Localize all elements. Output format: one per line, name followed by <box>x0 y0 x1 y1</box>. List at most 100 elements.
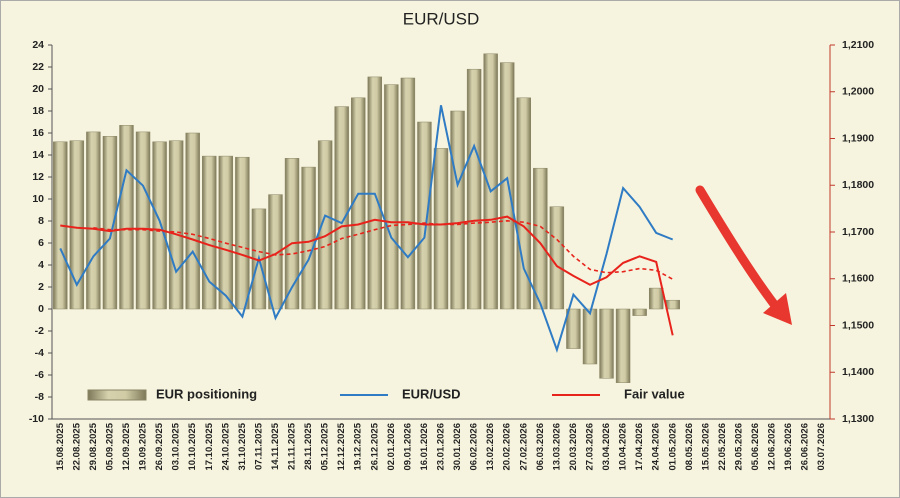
legend-label: Fair value <box>624 386 685 401</box>
x-tick-label: 19.09.2025 <box>138 422 149 470</box>
bar <box>119 125 134 310</box>
x-tick-label: 17.04.2026 <box>634 423 645 471</box>
x-tick-label: 21.11.2025 <box>287 422 298 470</box>
x-tick-label: 10.10.2025 <box>187 422 198 470</box>
bar <box>284 158 300 310</box>
bar <box>334 106 349 310</box>
x-tick-label: 15.08.2025 <box>55 422 66 470</box>
y-tick-label: 14 <box>32 149 44 161</box>
x-tick-label: 23.01.2026 <box>436 423 447 471</box>
x-tick-label: 01.05.2026 <box>667 423 678 471</box>
x-tick-label: 24.04.2026 <box>651 423 662 471</box>
y-tick-label: 18 <box>32 105 44 117</box>
x-tick-label: 27.02.2026 <box>518 423 529 471</box>
bar <box>168 140 184 310</box>
bar <box>483 53 498 310</box>
bar <box>615 308 631 383</box>
x-tick-label: 22.08.2025 <box>71 422 82 470</box>
y-tick-label: -4 <box>35 347 44 359</box>
legend-label: EUR/USD <box>402 386 461 401</box>
y-tick-label: 10 <box>32 193 44 205</box>
y-tick-label: -2 <box>35 325 44 337</box>
line <box>60 215 674 336</box>
y2-tick-label: 1,1400 <box>842 366 874 378</box>
bar <box>53 141 68 310</box>
bar <box>301 166 316 310</box>
x-tick-label: 20.03.2026 <box>568 423 579 471</box>
bar <box>351 97 366 310</box>
trend-arrow-head <box>763 293 792 325</box>
bar <box>582 308 598 365</box>
x-tick-label: 15.05.2026 <box>700 423 711 471</box>
y-tick-label: 20 <box>32 83 44 95</box>
bar <box>268 194 283 310</box>
plot: -10-8-6-4-20246810121416182022241,13001,… <box>29 39 874 471</box>
x-tick-label: 05.12.2025 <box>320 422 331 470</box>
bar <box>417 121 432 310</box>
bar <box>500 62 515 310</box>
x-tick-label: 17.10.2025 <box>204 422 215 470</box>
x-tick-label: 16.01.2026 <box>419 423 430 471</box>
x-tick-label: 30.01.2026 <box>452 423 463 471</box>
y-tick-label: 8 <box>38 215 44 227</box>
y2-tick-label: 1,1300 <box>842 413 874 425</box>
y-tick-label: 12 <box>32 171 44 183</box>
legend-swatch <box>87 389 147 401</box>
x-tick-label: 26.09.2025 <box>154 422 165 470</box>
bar <box>632 308 647 316</box>
x-tick-label: 10.04.2026 <box>618 423 629 471</box>
x-tick-label: 12.06.2026 <box>767 423 778 471</box>
bar <box>566 308 581 349</box>
x-tick-label: 29.05.2026 <box>733 423 744 471</box>
bar <box>69 140 85 310</box>
y-tick-label: 4 <box>38 259 44 271</box>
x-tick-label: 08.05.2026 <box>684 423 695 471</box>
x-tick-label: 13.02.2026 <box>485 423 496 471</box>
bar <box>466 68 482 310</box>
x-tick-label: 12.09.2025 <box>121 422 132 470</box>
y-tick-label: 24 <box>32 39 44 51</box>
y-tick-label: 16 <box>32 127 44 139</box>
y2-tick-label: 1,2000 <box>842 86 874 98</box>
chart-title: EUR/USD <box>403 9 480 28</box>
x-tick-label: 07.11.2025 <box>253 422 264 470</box>
bar <box>516 97 531 310</box>
x-tick-label: 05.09.2025 <box>104 422 115 470</box>
y2-tick-label: 1,1800 <box>842 179 874 191</box>
x-tick-label: 27.03.2026 <box>584 423 595 471</box>
line <box>59 105 674 354</box>
bar <box>665 299 680 310</box>
legend-label: EUR positioning <box>156 386 257 401</box>
y2-tick-label: 1,2100 <box>842 39 874 51</box>
x-tick-label: 28.11.2025 <box>303 422 314 470</box>
y-tick-label: 22 <box>32 61 44 73</box>
bar <box>135 131 151 310</box>
y2-tick-label: 1,1900 <box>842 132 874 144</box>
x-tick-label: 02.01.2026 <box>386 423 397 471</box>
bar <box>218 155 234 310</box>
y-tick-label: 0 <box>38 303 44 315</box>
x-tick-label: 06.02.2026 <box>469 423 480 471</box>
y2-tick-label: 1,1600 <box>842 273 874 285</box>
x-tick-label: 26.06.2026 <box>800 423 811 471</box>
bar <box>648 287 664 310</box>
x-tick-label: 24.10.2025 <box>220 422 231 470</box>
bar <box>202 155 217 310</box>
bar <box>185 132 200 310</box>
x-tick-label: 03.10.2025 <box>171 422 182 470</box>
x-tick-label: 13.03.2026 <box>551 423 562 471</box>
y2-tick-label: 1,1700 <box>842 226 874 238</box>
x-tick-label: 03.07.2026 <box>816 423 827 471</box>
trend-arrow <box>695 185 785 317</box>
bar <box>400 77 416 310</box>
bar <box>235 156 250 310</box>
bar <box>450 110 465 310</box>
bar <box>433 148 449 310</box>
x-tick-label: 03.04.2026 <box>601 423 612 471</box>
bar <box>533 167 548 310</box>
line <box>93 219 674 280</box>
x-tick-label: 31.10.2025 <box>237 422 248 470</box>
x-tick-label: 05.06.2026 <box>750 423 761 471</box>
bar <box>599 308 614 379</box>
